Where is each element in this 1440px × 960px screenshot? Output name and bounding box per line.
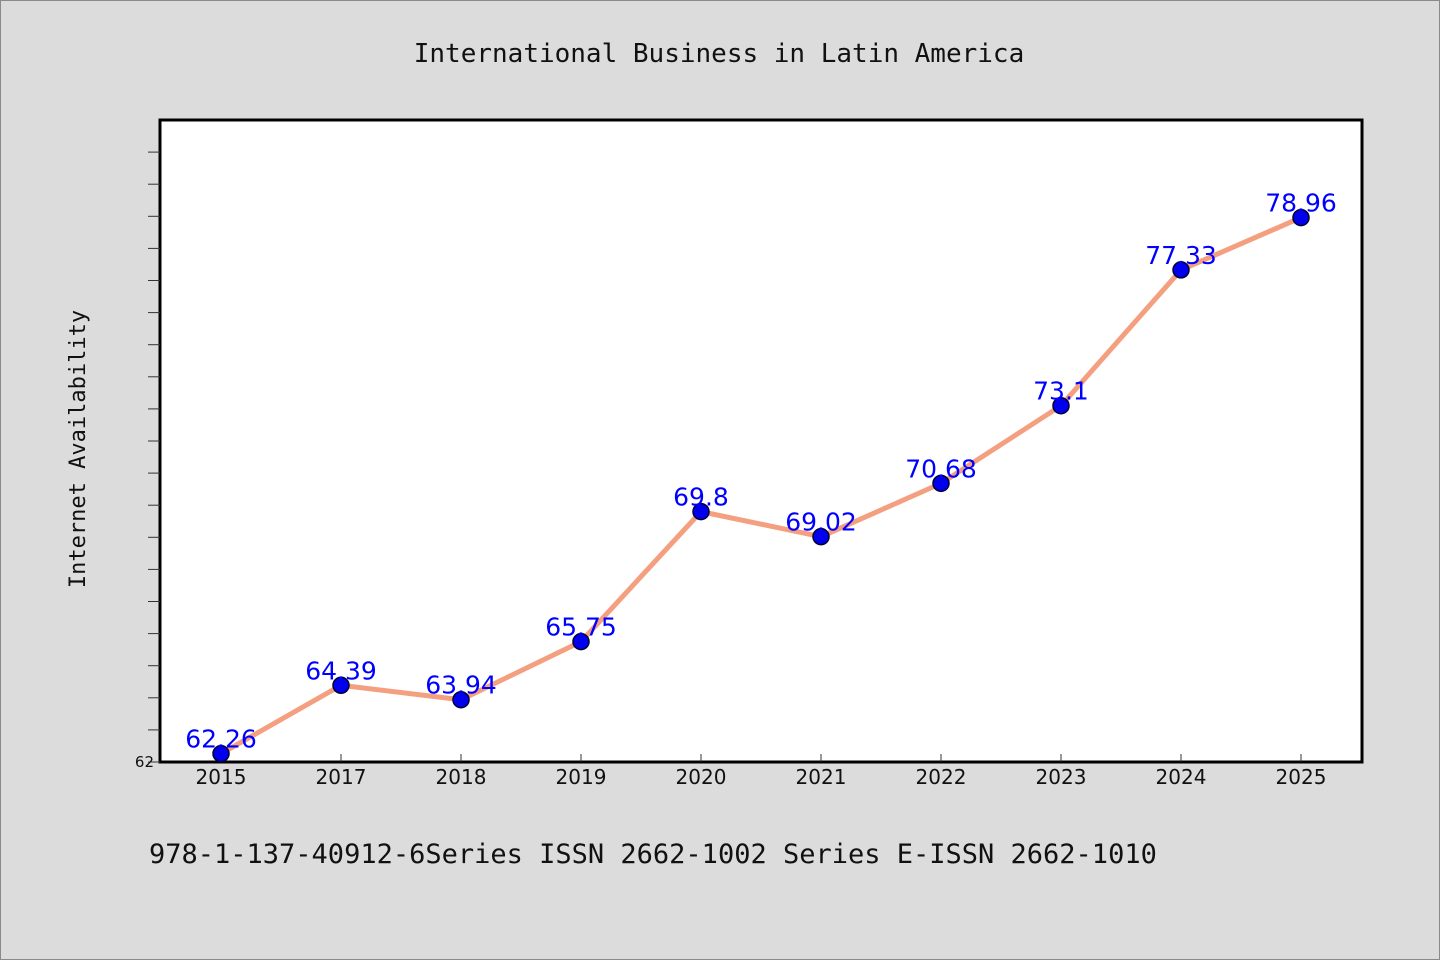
data-label: 63.94: [425, 671, 497, 700]
data-point-marker: [212, 744, 230, 763]
x-tick-label: 2019: [556, 765, 607, 789]
data-label: 69.8: [673, 483, 729, 512]
data-point-marker: [452, 690, 470, 709]
x-tick-label: 2018: [436, 765, 487, 789]
data-label: 62.26: [185, 725, 257, 754]
data-point-marker: [1052, 396, 1070, 415]
data-point-marker: [812, 527, 830, 546]
x-tick-label: 2024: [1156, 765, 1207, 789]
data-point-marker: [692, 502, 710, 521]
data-label: 69.02: [785, 508, 857, 537]
plot-area: [158, 118, 1364, 764]
data-label: 64.39: [305, 656, 377, 685]
data-markers: [212, 208, 1310, 763]
data-label: 70.68: [905, 454, 977, 483]
chart-title: International Business in Latin America: [414, 39, 1024, 69]
x-tick-label: 2022: [916, 765, 967, 789]
x-tick-label: 2021: [796, 765, 847, 789]
data-point-marker: [572, 632, 590, 651]
series-line-group: [218, 215, 1304, 757]
data-point-marker: [932, 474, 950, 493]
x-tick-label: 2017: [316, 765, 367, 789]
series-line: [218, 215, 1304, 757]
data-point-marker: [1292, 208, 1310, 227]
data-point-marker: [332, 676, 350, 695]
footer-isbn-text: 978-1-137-40912-6Series ISSN 2662-1002 S…: [149, 839, 1157, 870]
data-label: 65.75: [545, 613, 617, 642]
y-tick-label: 62: [135, 753, 154, 771]
x-tick-label: 2015: [196, 765, 247, 789]
x-axis-tick-labels: 2015 2017 2018 2019 2020 2021 2022 2023 2024 2025: [196, 754, 1327, 789]
data-point-marker: [1172, 261, 1190, 279]
y-axis-ticks: 62: [135, 151, 160, 771]
data-label: 73.1: [1033, 377, 1089, 406]
data-label: 77.33: [1145, 241, 1217, 270]
x-tick-label: 2020: [676, 765, 727, 789]
data-label: 78.96: [1265, 189, 1337, 218]
x-tick-label: 2023: [1036, 765, 1087, 789]
y-axis-title: Internet Availability: [66, 310, 91, 588]
x-tick-label: 2025: [1276, 765, 1327, 789]
data-labels-group: 62.26 64.39 63.94 65.75 69.8 69.02 70.68 73.1 77…: [185, 189, 1337, 754]
